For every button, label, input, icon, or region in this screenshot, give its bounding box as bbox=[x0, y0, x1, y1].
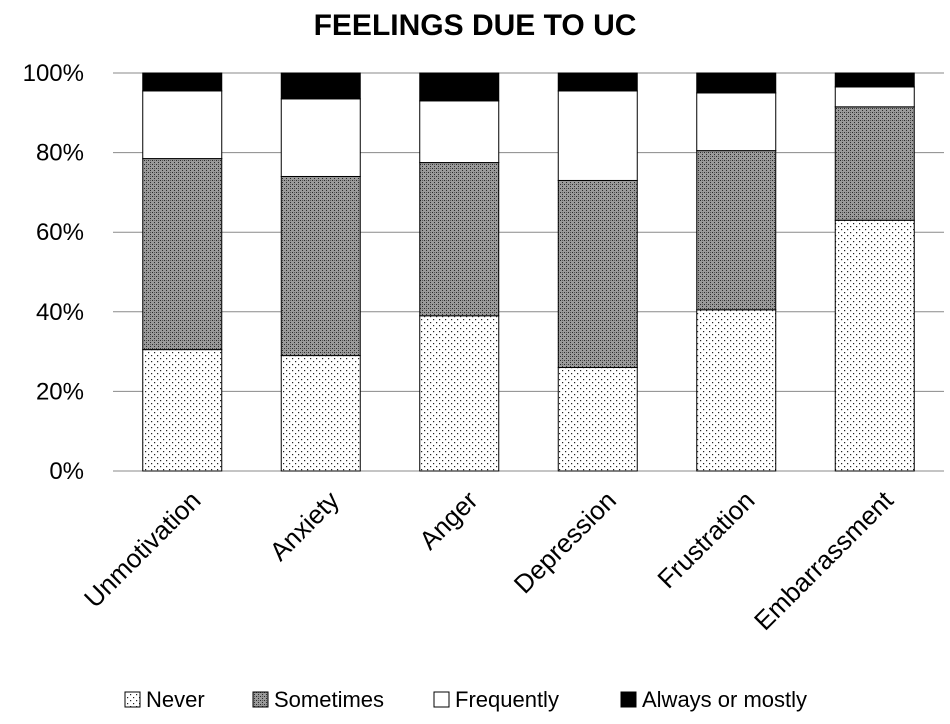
bar-segment-never bbox=[696, 309, 777, 472]
bar-segment-frequently bbox=[419, 100, 500, 164]
bars bbox=[142, 72, 915, 472]
y-tick-label: 0% bbox=[49, 458, 84, 485]
x-tick-label: Embarrassment bbox=[748, 484, 900, 636]
x-tick-label: Anxiety bbox=[263, 485, 345, 567]
y-tick-label: 100% bbox=[23, 60, 84, 87]
x-tick-label: Anger bbox=[413, 485, 484, 556]
bar-segment-always-or-mostly bbox=[419, 72, 500, 102]
bar-segment-never bbox=[419, 315, 500, 472]
y-tick-label: 20% bbox=[36, 378, 84, 405]
bar-segment-sometimes bbox=[834, 106, 915, 221]
bar-segment-never bbox=[142, 349, 223, 472]
x-tick-label: Frustration bbox=[651, 485, 760, 594]
bar-segment-always-or-mostly bbox=[280, 72, 361, 100]
legend-label: Frequently bbox=[455, 687, 559, 712]
x-axis: Unmotivation Anxiety Anger Depression Frustr… bbox=[78, 484, 900, 636]
legend-label: Always or mostly bbox=[642, 687, 807, 712]
y-axis: 0% 20% 40% 60% 80% 100% bbox=[23, 60, 84, 485]
bar-segment-sometimes bbox=[696, 150, 777, 311]
bar-segment-sometimes bbox=[557, 179, 638, 369]
bar-segment-frequently bbox=[696, 92, 777, 152]
bar-segment-always-or-mostly bbox=[142, 72, 223, 92]
x-tick-label: Depression bbox=[508, 485, 622, 599]
legend-swatch bbox=[620, 691, 637, 708]
bar-segment-frequently bbox=[557, 90, 638, 181]
bar-segment-always-or-mostly bbox=[557, 72, 638, 92]
legend-label: Sometimes bbox=[274, 687, 384, 712]
y-tick-label: 60% bbox=[36, 219, 84, 246]
legend-swatch bbox=[433, 691, 450, 708]
x-tick-label: Unmotivation bbox=[78, 485, 207, 614]
chart-title: FEELINGS DUE TO UC bbox=[314, 9, 637, 42]
y-tick-label: 40% bbox=[36, 299, 84, 326]
bar-segment-never bbox=[280, 355, 361, 472]
bar-segment-always-or-mostly bbox=[696, 72, 777, 94]
bar-segment-sometimes bbox=[419, 162, 500, 317]
bar-segment-never bbox=[834, 219, 915, 472]
grid bbox=[113, 72, 944, 472]
legend-swatch bbox=[252, 691, 269, 708]
bar-segment-always-or-mostly bbox=[834, 72, 915, 88]
bar-segment-sometimes bbox=[142, 158, 223, 351]
legend: Never Sometimes Frequently Always or mostly bbox=[124, 687, 807, 712]
legend-label: Never bbox=[146, 687, 205, 712]
bar-segment-frequently bbox=[142, 90, 223, 160]
bar-segment-frequently bbox=[834, 86, 915, 108]
bar-segment-never bbox=[557, 367, 638, 472]
bar-segment-sometimes bbox=[280, 175, 361, 357]
legend-swatch bbox=[124, 691, 141, 708]
y-tick-label: 80% bbox=[36, 140, 84, 167]
bar-segment-frequently bbox=[280, 98, 361, 177]
